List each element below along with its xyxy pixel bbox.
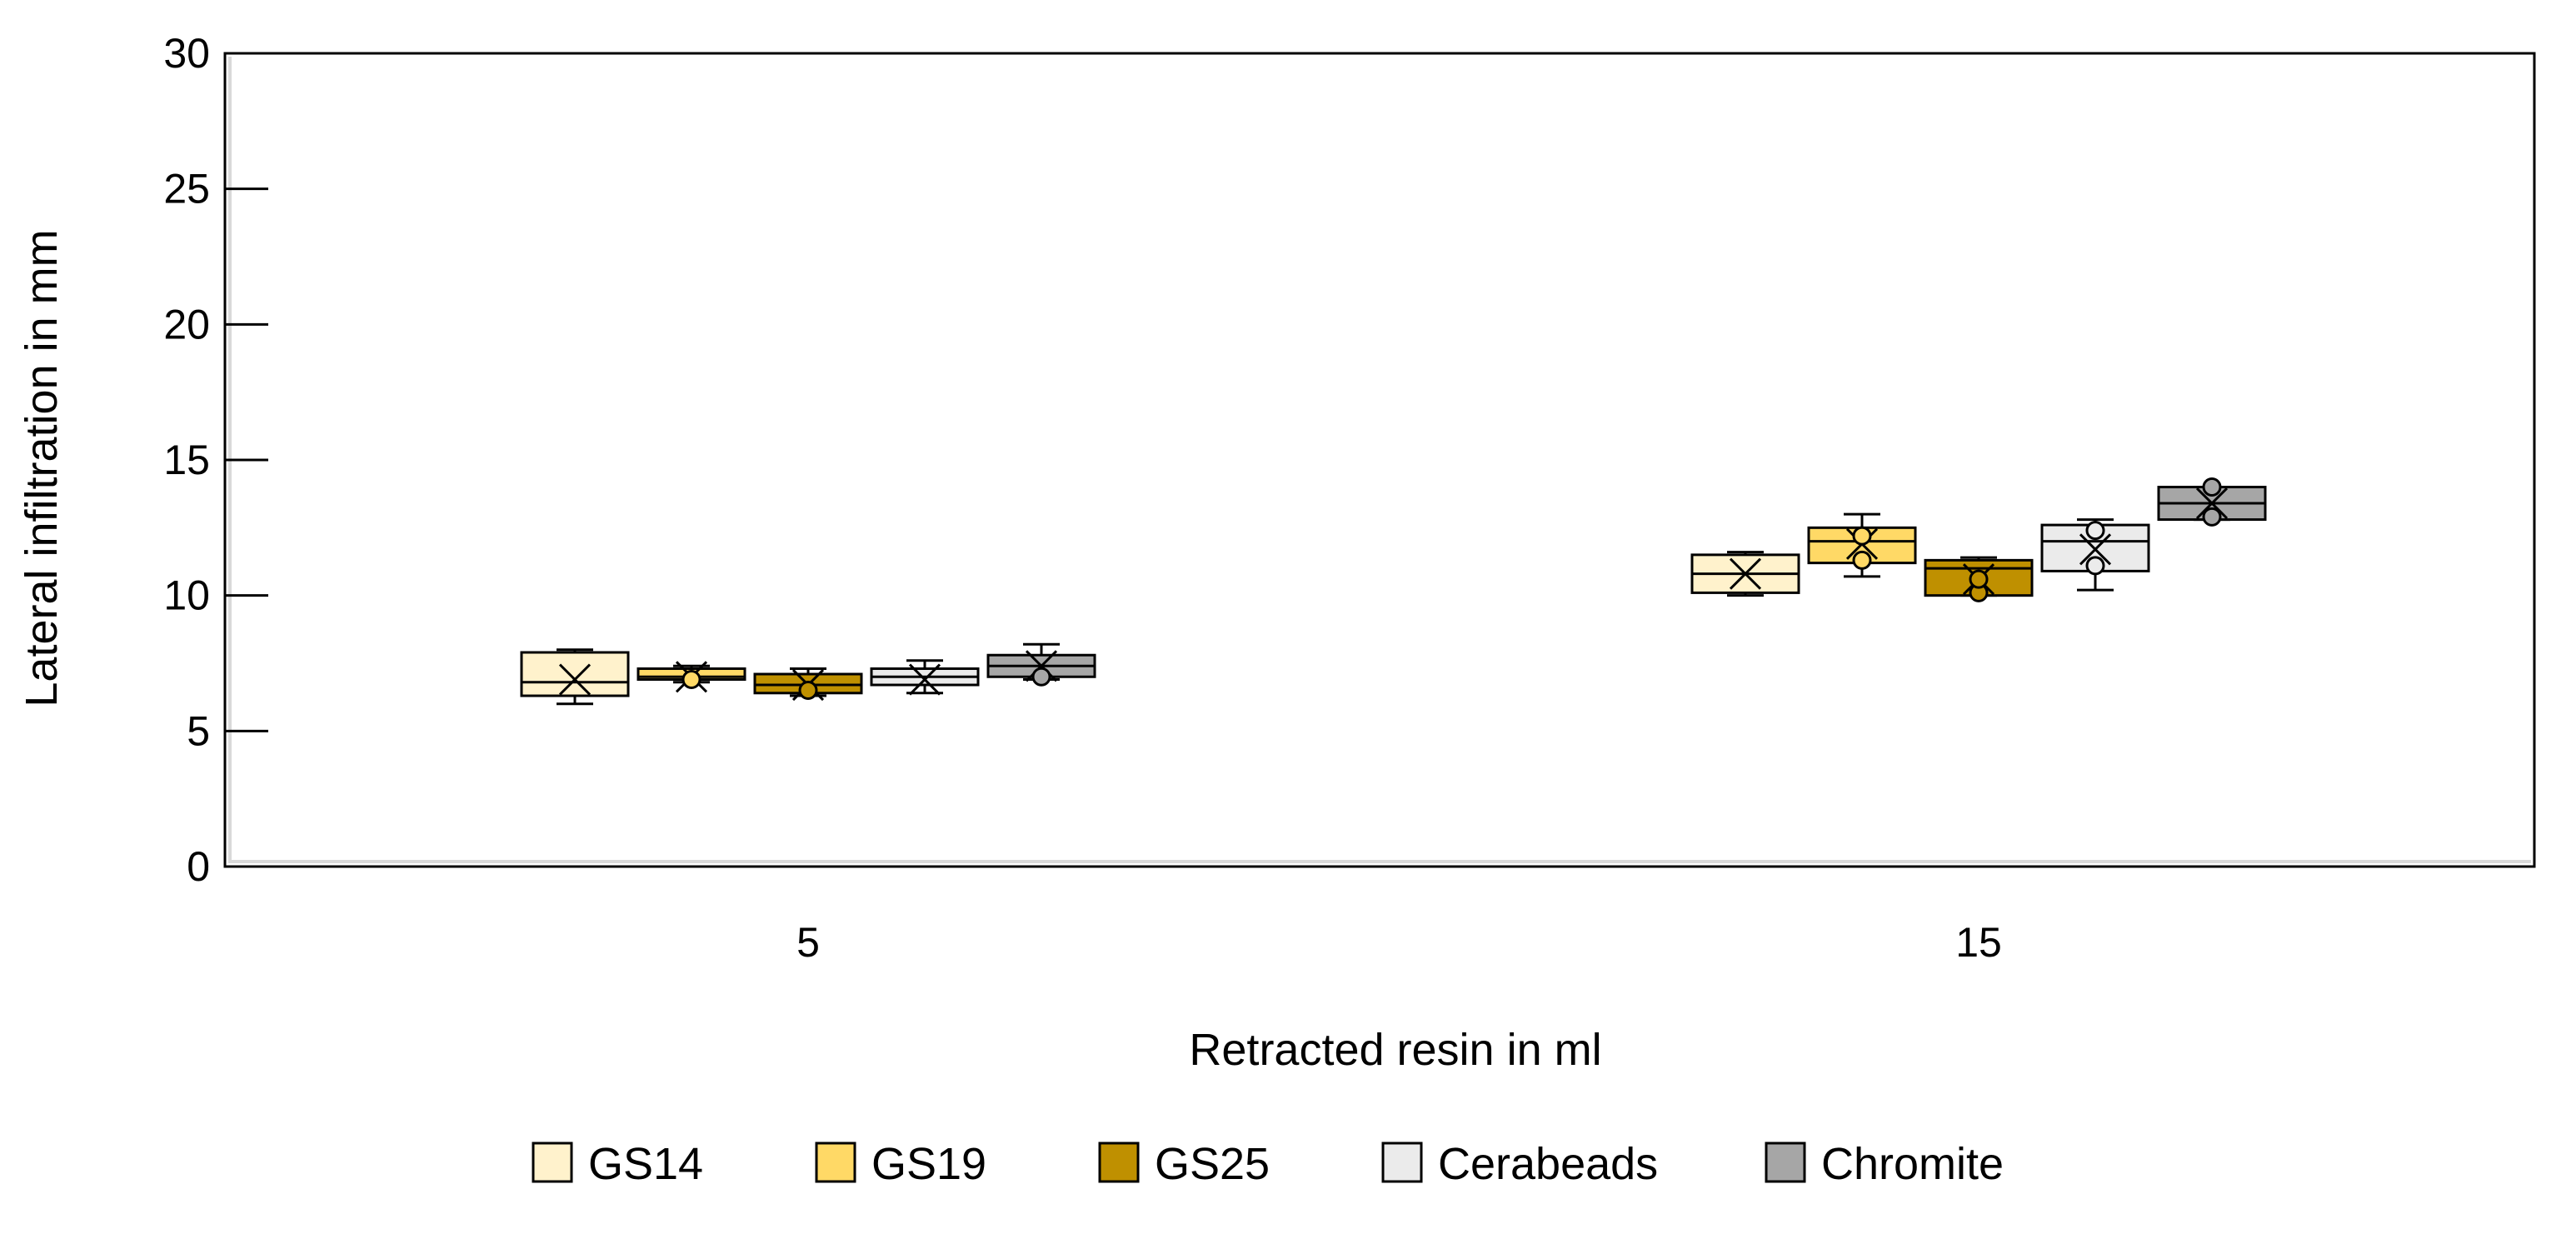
x-tick-label: 15 bbox=[1955, 919, 2002, 966]
y-axis-ticks: 0 5 10 15 20 25 30 bbox=[163, 30, 268, 890]
legend-label-cerabeads: Cerabeads bbox=[1438, 1139, 1658, 1189]
box-gs25-5 bbox=[753, 667, 863, 702]
data-point bbox=[681, 670, 701, 690]
y-tick-label: 20 bbox=[163, 301, 210, 347]
box-iqr bbox=[520, 651, 630, 697]
legend-swatch-gs19 bbox=[815, 1142, 856, 1183]
data-point bbox=[2085, 521, 2105, 541]
box-chromite-5 bbox=[986, 642, 1096, 687]
mean-marker bbox=[2195, 487, 2229, 520]
y-axis-label: Lateral infiltration in mm bbox=[17, 229, 67, 707]
legend-label-chromite: Chromite bbox=[1821, 1139, 2004, 1189]
data-point bbox=[2202, 477, 2222, 497]
data-point bbox=[1852, 550, 1872, 570]
y-tick-label: 25 bbox=[163, 166, 210, 212]
data-point bbox=[1969, 569, 1989, 589]
data-point bbox=[798, 681, 818, 701]
mean-marker bbox=[2079, 533, 2112, 566]
x-axis-label: Retracted resin in ml bbox=[1189, 1025, 1601, 1075]
mean-marker bbox=[1729, 557, 1762, 590]
mean-marker bbox=[1025, 650, 1058, 682]
data-point bbox=[2202, 507, 2222, 527]
legend-swatch-chromite bbox=[1765, 1142, 1806, 1183]
box-chromite-15 bbox=[2157, 477, 2267, 527]
x-axis-ticks: 5 15 bbox=[796, 919, 2002, 966]
legend-swatch-gs14 bbox=[532, 1142, 573, 1183]
legend-label-gs14: GS14 bbox=[588, 1139, 703, 1189]
y-tick-label: 15 bbox=[163, 437, 210, 483]
plot-frame bbox=[223, 52, 2536, 868]
box-gs14-5 bbox=[520, 648, 630, 706]
data-point bbox=[1852, 526, 1872, 546]
box-gs19-5 bbox=[637, 661, 746, 693]
box-gs25-15 bbox=[1924, 556, 2034, 602]
box-cerabeads-15 bbox=[2040, 518, 2150, 592]
mean-marker bbox=[558, 663, 592, 696]
mean-marker bbox=[908, 663, 941, 696]
box-cerabeads-5 bbox=[870, 659, 980, 696]
y-tick-label: 5 bbox=[187, 707, 210, 754]
y-tick-label: 30 bbox=[163, 30, 210, 77]
legend-label-gs25: GS25 bbox=[1155, 1139, 1270, 1189]
box-series bbox=[520, 477, 2267, 706]
box-gs14-15 bbox=[1690, 551, 1800, 597]
x-tick-label: 5 bbox=[796, 919, 820, 966]
y-tick-label: 10 bbox=[163, 572, 210, 619]
legend-swatch-cerabeads bbox=[1381, 1142, 1423, 1183]
data-point bbox=[2085, 556, 2105, 576]
legend-swatch-gs25 bbox=[1098, 1142, 1140, 1183]
legend-label-gs19: GS19 bbox=[871, 1139, 986, 1189]
data-point bbox=[1031, 667, 1051, 687]
box-gs19-15 bbox=[1807, 512, 1917, 578]
y-tick-label: 0 bbox=[187, 843, 210, 890]
legend: GS14 GS19 GS25 Cerabeads Chromite bbox=[532, 1139, 2004, 1189]
plot-area bbox=[223, 52, 2536, 868]
